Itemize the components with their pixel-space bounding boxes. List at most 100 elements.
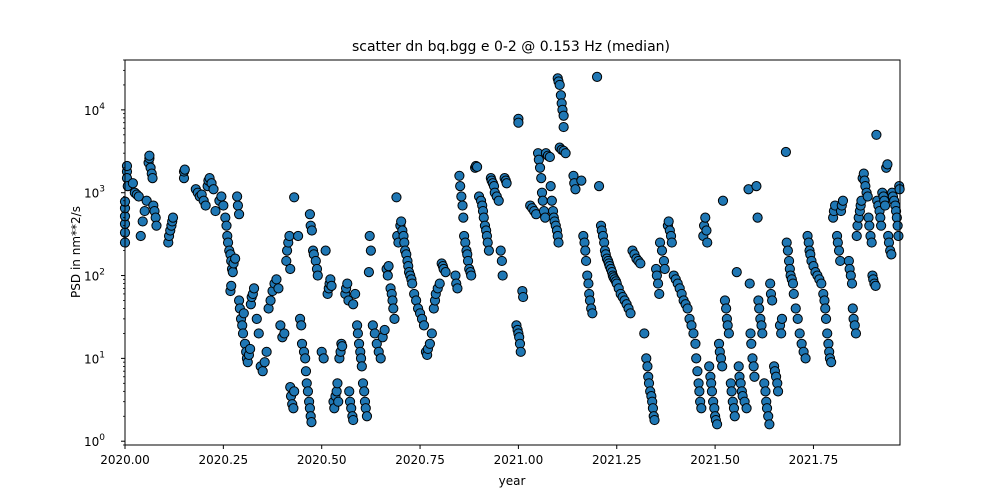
- data-point: [245, 343, 256, 355]
- data-point: [893, 230, 904, 242]
- data-point: [833, 245, 845, 256]
- data-point: [293, 230, 304, 242]
- data-point: [826, 357, 837, 368]
- data-point: [702, 237, 713, 248]
- data-point: [424, 338, 435, 349]
- data-point: [871, 129, 882, 140]
- data-point: [135, 230, 146, 242]
- data-point: [389, 313, 400, 324]
- data-point: [455, 181, 466, 192]
- data-point: [790, 303, 801, 314]
- data-point: [232, 191, 243, 202]
- data-point: [835, 255, 846, 267]
- data-point: [518, 291, 529, 303]
- data-point: [591, 71, 603, 83]
- x-tick-label: 2020.00: [100, 453, 150, 467]
- x-tick-label: 2021.25: [592, 453, 642, 467]
- data-point: [493, 195, 504, 206]
- y-tick-label: 102: [84, 268, 105, 284]
- data-point: [306, 417, 317, 428]
- data-point: [782, 245, 793, 256]
- data-point: [304, 209, 315, 220]
- data-point: [388, 303, 399, 314]
- data-point: [733, 361, 744, 372]
- data-point: [318, 353, 329, 364]
- data-point: [147, 173, 158, 184]
- data-point: [570, 184, 581, 195]
- data-point: [792, 313, 803, 324]
- data-point: [348, 299, 359, 310]
- data-point: [289, 386, 300, 397]
- data-point: [361, 411, 373, 422]
- data-point: [363, 267, 375, 278]
- data-point: [580, 255, 592, 267]
- chart-title: scatter dn bq.bgg e 0-2 @ 0.153 Hz (medi…: [352, 39, 670, 55]
- data-point: [701, 225, 712, 236]
- data-point: [284, 230, 295, 242]
- data-point: [746, 338, 757, 349]
- x-tick-label: 2021.00: [494, 453, 544, 467]
- data-point: [879, 200, 891, 211]
- data-point: [726, 386, 737, 397]
- data-point: [265, 295, 276, 306]
- data-point: [458, 212, 469, 223]
- data-point: [139, 205, 150, 217]
- data-point: [237, 328, 249, 339]
- data-point: [230, 253, 241, 264]
- data-point: [642, 361, 653, 372]
- data-point: [179, 164, 190, 175]
- data-point: [731, 267, 742, 278]
- data-point: [471, 161, 483, 172]
- data-point: [788, 288, 799, 300]
- x-tick-label: 2020.25: [199, 453, 249, 467]
- data-point: [558, 110, 569, 121]
- data-point: [741, 403, 752, 414]
- data-point: [306, 225, 317, 236]
- data-point: [635, 258, 646, 269]
- data-point: [537, 195, 548, 206]
- data-point: [210, 205, 221, 217]
- data-point: [259, 357, 270, 368]
- data-point: [288, 403, 299, 414]
- data-point: [300, 366, 312, 377]
- data-point: [546, 195, 557, 206]
- data-point: [583, 278, 594, 289]
- data-point: [379, 324, 390, 336]
- data-point: [396, 216, 407, 227]
- data-point: [466, 270, 477, 281]
- data-point: [765, 278, 776, 289]
- data-point: [639, 328, 650, 339]
- data-point: [748, 361, 759, 372]
- data-point: [659, 263, 670, 275]
- data-point: [253, 328, 264, 339]
- data-point: [780, 146, 792, 158]
- data-point: [711, 419, 723, 430]
- data-point: [133, 191, 144, 202]
- data-point: [261, 346, 272, 357]
- data-point: [696, 403, 707, 414]
- data-point: [816, 278, 827, 289]
- data-point: [754, 303, 765, 314]
- data-point: [850, 328, 862, 339]
- data-point: [656, 245, 668, 256]
- data-point: [227, 267, 238, 278]
- data-point: [554, 79, 565, 91]
- y-axis-label: PSD in nm**2/s: [69, 206, 83, 298]
- data-point: [688, 328, 699, 339]
- data-point: [452, 283, 463, 294]
- data-point: [886, 249, 897, 260]
- data-point: [851, 230, 862, 242]
- data-point: [749, 371, 760, 382]
- data-point: [717, 195, 729, 206]
- data-point: [332, 378, 343, 389]
- data-point: [279, 328, 290, 339]
- data-point: [794, 328, 805, 339]
- data-point: [776, 313, 788, 324]
- data-point: [692, 366, 703, 377]
- data-point: [383, 261, 394, 272]
- data-point: [457, 200, 468, 211]
- data-point: [558, 121, 569, 133]
- data-point: [534, 162, 546, 173]
- data-point: [729, 411, 740, 422]
- data-point: [649, 414, 660, 426]
